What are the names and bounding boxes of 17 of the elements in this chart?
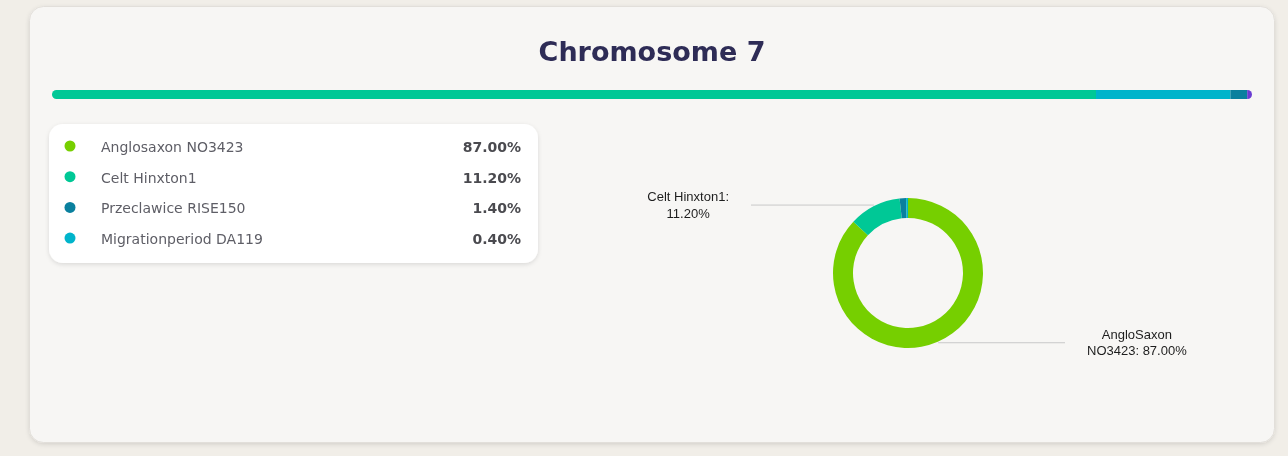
legend-label: Migrationperiod DA119 xyxy=(101,231,263,248)
data-label: 87.00% xyxy=(462,139,521,155)
legend-label: Anglosaxon NO3423 xyxy=(101,139,244,155)
bar xyxy=(52,90,1096,99)
bar xyxy=(1096,90,1231,99)
data-label: 1.40% xyxy=(472,200,521,217)
text: AngloSaxon NO3423: 87.00% xyxy=(1087,327,1188,359)
bar xyxy=(1230,90,1248,99)
donut-slice xyxy=(833,198,983,348)
legend-label: Przeclawice RISE150 xyxy=(101,200,246,217)
text: Celt Hinxton1: 11.20% xyxy=(647,189,729,221)
donut-slice xyxy=(899,198,907,219)
data-label: 11.20% xyxy=(462,169,521,186)
donut-slice xyxy=(853,198,902,236)
legend-label: Celt Hinxton1 xyxy=(101,169,197,186)
chart-title: Chromosome 7 xyxy=(538,36,766,67)
data-label: 0.40% xyxy=(472,231,521,248)
